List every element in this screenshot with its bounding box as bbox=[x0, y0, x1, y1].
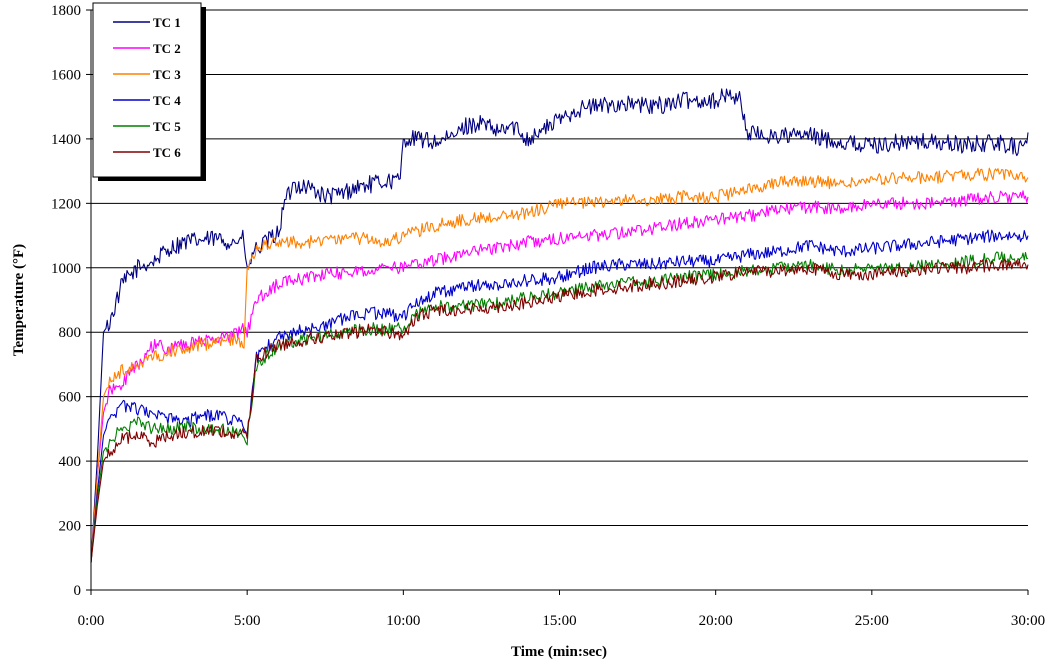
y-tick-label: 1000 bbox=[51, 261, 81, 277]
legend-label: TC 6 bbox=[153, 145, 181, 160]
y-tick-label: 0 bbox=[74, 583, 82, 599]
legend: TC 1 TC 2 TC 3 TC 4 TC 5 TC 6 bbox=[92, 2, 206, 181]
y-axis-ticks: 0 200 400 600 800 1000 1200 1400 1600 1800 bbox=[51, 3, 91, 599]
series-line-6 bbox=[90, 258, 1029, 563]
legend-label: TC 4 bbox=[153, 93, 181, 108]
y-tick-label: 800 bbox=[59, 325, 82, 341]
x-axis-ticks: 0:00 5:00 10:00 15:00 20:00 25:00 30:00 bbox=[78, 590, 1045, 629]
y-tick-label: 200 bbox=[59, 519, 82, 535]
x-tick-label: 25:00 bbox=[855, 613, 889, 629]
legend-label: TC 5 bbox=[153, 119, 181, 134]
series-line-2 bbox=[90, 190, 1029, 563]
y-tick-label: 1600 bbox=[51, 67, 81, 83]
series-line-3 bbox=[90, 167, 1029, 563]
x-tick-label: 20:00 bbox=[699, 613, 733, 629]
x-tick-label: 30:00 bbox=[1011, 613, 1045, 629]
x-tick-label: 10:00 bbox=[386, 613, 420, 629]
legend-label: TC 2 bbox=[153, 41, 181, 56]
x-axis-title: Time (min:sec) bbox=[511, 644, 607, 660]
y-tick-label: 1200 bbox=[51, 196, 81, 212]
y-tick-label: 600 bbox=[59, 390, 82, 406]
series-line-1 bbox=[90, 88, 1029, 563]
series-lines bbox=[90, 88, 1029, 563]
y-tick-label: 400 bbox=[59, 454, 82, 470]
legend-box bbox=[92, 2, 202, 178]
series-line-4 bbox=[90, 229, 1029, 563]
x-tick-label: 0:00 bbox=[78, 613, 105, 629]
y-tick-label: 1800 bbox=[51, 3, 81, 19]
x-tick-label: 5:00 bbox=[234, 613, 261, 629]
y-axis-title: Temperature (°F) bbox=[11, 244, 27, 356]
legend-items: TC 1 TC 2 TC 3 TC 4 TC 5 TC 6 bbox=[113, 15, 181, 160]
legend-label: TC 1 bbox=[153, 15, 181, 30]
x-tick-label: 15:00 bbox=[542, 613, 576, 629]
y-tick-label: 1400 bbox=[51, 132, 81, 148]
legend-label: TC 3 bbox=[153, 67, 181, 82]
